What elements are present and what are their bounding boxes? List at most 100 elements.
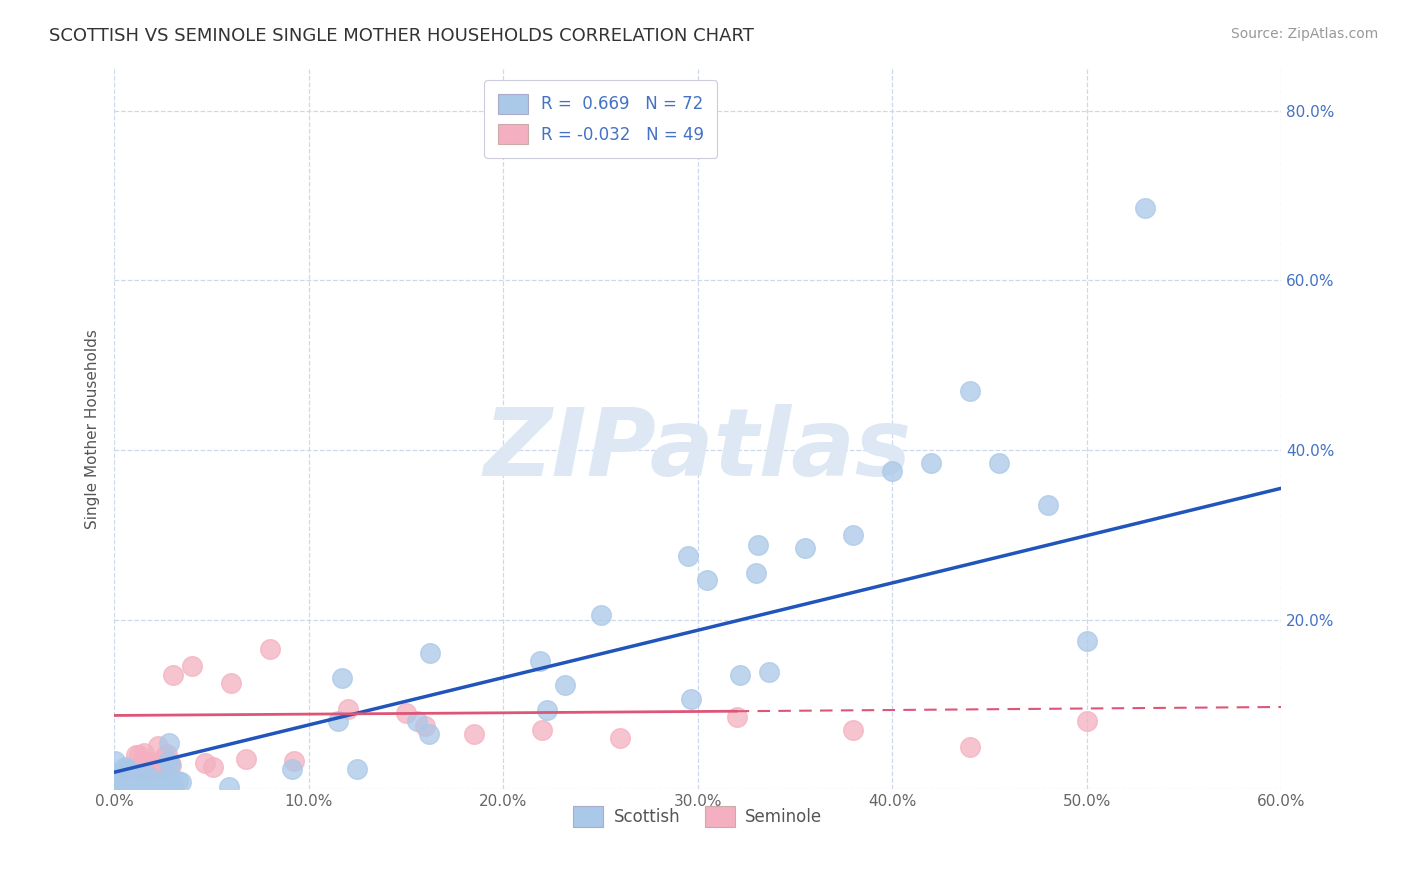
Point — [142, 778, 165, 792]
Point — [129, 757, 152, 772]
Legend: Scottish, Seminole: Scottish, Seminole — [565, 798, 831, 835]
Point — [152, 763, 174, 777]
Point — [167, 774, 190, 789]
Point — [842, 528, 865, 542]
Point — [162, 778, 184, 792]
Point — [842, 723, 865, 737]
Point — [121, 773, 143, 788]
Point — [124, 763, 146, 777]
Point — [138, 769, 160, 783]
Point — [136, 760, 159, 774]
Point — [104, 781, 127, 796]
Point — [1036, 498, 1059, 512]
Point — [219, 676, 242, 690]
Point — [150, 777, 173, 791]
Point — [159, 758, 181, 772]
Point — [681, 691, 703, 706]
Point — [120, 778, 142, 792]
Point — [696, 573, 718, 587]
Point — [120, 768, 142, 782]
Point — [988, 456, 1011, 470]
Point — [139, 764, 162, 778]
Point — [131, 767, 153, 781]
Point — [131, 770, 153, 784]
Point — [181, 659, 204, 673]
Point — [115, 764, 138, 778]
Point — [128, 747, 150, 762]
Point — [108, 774, 131, 789]
Point — [330, 671, 353, 685]
Point — [676, 549, 699, 563]
Point — [758, 665, 780, 679]
Point — [132, 754, 155, 768]
Point — [143, 761, 166, 775]
Point — [117, 763, 139, 777]
Point — [150, 774, 173, 789]
Point — [157, 736, 180, 750]
Text: ZIPatlas: ZIPatlas — [484, 404, 912, 497]
Point — [118, 767, 141, 781]
Point — [115, 776, 138, 790]
Point — [536, 703, 558, 717]
Y-axis label: Single Mother Households: Single Mother Households — [86, 329, 100, 529]
Point — [108, 779, 131, 793]
Point — [138, 759, 160, 773]
Text: Source: ZipAtlas.com: Source: ZipAtlas.com — [1230, 27, 1378, 41]
Point — [148, 756, 170, 770]
Point — [326, 714, 349, 729]
Point — [160, 757, 183, 772]
Point — [138, 756, 160, 770]
Point — [609, 731, 631, 746]
Point — [114, 759, 136, 773]
Point — [132, 762, 155, 776]
Point — [104, 781, 127, 796]
Point — [589, 608, 612, 623]
Point — [124, 769, 146, 783]
Point — [135, 761, 157, 775]
Point — [725, 710, 748, 724]
Point — [111, 762, 134, 776]
Point — [160, 772, 183, 786]
Point — [728, 668, 751, 682]
Point — [336, 701, 359, 715]
Point — [162, 667, 184, 681]
Point — [121, 780, 143, 794]
Point — [146, 739, 169, 754]
Text: SCOTTISH VS SEMINOLE SINGLE MOTHER HOUSEHOLDS CORRELATION CHART: SCOTTISH VS SEMINOLE SINGLE MOTHER HOUSE… — [49, 27, 754, 45]
Point — [1076, 714, 1098, 729]
Point — [554, 678, 576, 692]
Point — [142, 779, 165, 793]
Point — [463, 727, 485, 741]
Point — [418, 727, 440, 741]
Point — [959, 384, 981, 398]
Point — [218, 780, 240, 795]
Point — [159, 756, 181, 771]
Point — [153, 749, 176, 764]
Point — [115, 762, 138, 776]
Point — [125, 747, 148, 762]
Point — [156, 755, 179, 769]
Point — [138, 777, 160, 791]
Point — [283, 755, 305, 769]
Point — [169, 774, 191, 789]
Point — [529, 654, 551, 668]
Point — [155, 775, 177, 789]
Point — [346, 762, 368, 776]
Point — [120, 764, 142, 778]
Point — [406, 714, 429, 728]
Point — [105, 765, 128, 780]
Point — [111, 778, 134, 792]
Point — [112, 774, 135, 789]
Point — [121, 781, 143, 796]
Point — [141, 781, 163, 796]
Point — [235, 751, 257, 765]
Point — [118, 772, 141, 786]
Point — [1076, 633, 1098, 648]
Point — [1135, 202, 1157, 216]
Point — [155, 747, 177, 761]
Point — [280, 762, 302, 776]
Point — [105, 778, 128, 792]
Point — [104, 754, 127, 768]
Point — [150, 763, 173, 777]
Point — [139, 764, 162, 779]
